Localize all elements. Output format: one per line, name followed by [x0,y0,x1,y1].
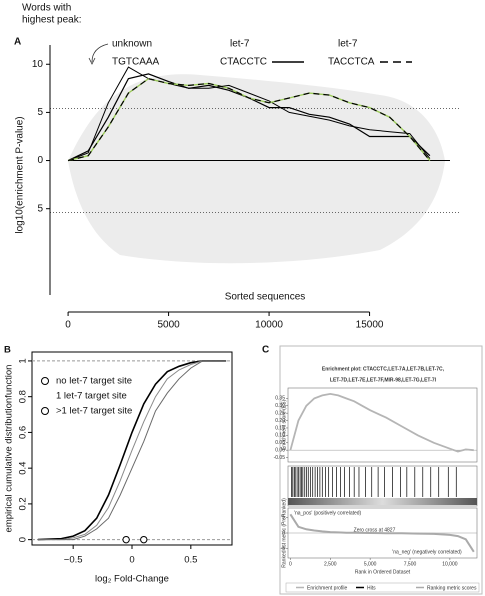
panel-label: A [14,37,21,48]
y-tick-label: 10 [32,59,44,70]
legend-arrowhead [88,57,96,65]
x-tick-label: −0.5 [64,555,83,566]
chart-title: LET-7D,LET-7E,LET-7F,MIR-98,LET-7G,LET-7… [330,377,437,383]
y-tick-label: -0.05 [274,455,286,461]
y-axis-label: empirical cumulative distributionfunctio… [4,365,15,533]
legend-group: let-7 [230,39,250,50]
rank-bar [288,498,477,505]
annotation: Zero cross at 4827 [354,527,396,533]
y-tick-label: 0.10 [275,433,285,439]
legend-marker [41,407,49,415]
panel-frame [279,345,483,595]
y-tick-label: 0.20 [275,418,285,424]
y-tick-label: 0 [37,155,43,166]
x-tick-label: 0 [289,561,292,567]
panel-c: Enrichment plot: CTACCTC,LET-7A,LET-7B,L… [274,345,483,595]
legend-frame [285,582,480,593]
annotation: 'na_neg' (negatively correlated) [392,549,462,555]
legend-label: TACCTCA [328,57,375,68]
es-axis-label: Enrichment score (ES) [281,400,287,451]
legend-title: Words with [22,3,71,14]
y-tick-label: 5 [37,107,43,118]
x-tick-label: 0.5 [184,555,197,566]
x-tick-label: 10000 [255,320,283,331]
series-line [37,360,227,541]
legend-arrow [91,43,109,63]
x-tick-label: 0 [65,320,71,331]
legend-label: >1 let-7 target site [56,406,132,417]
x-tick-label: 10,000 [442,561,458,567]
series-line [37,360,227,541]
series-line [67,66,431,162]
legend-group: unknown [112,39,152,50]
legend-title: highest peak: [22,15,82,26]
y-tick-label: 0.30 [275,403,285,409]
chart-title: Enrichment plot: CTACCTC,LET-7A,LET-7B,L… [322,366,445,372]
x-tick-label: 2,500 [324,561,337,567]
legend-label: TGTCAAA [112,57,160,68]
y-tick-label: 0 [18,537,29,542]
x-axis-label: Rank in Ordered Dataset [355,569,411,575]
x-axis-label: Sorted sequences [225,292,306,303]
legend-label: Enrichment profile [307,585,348,591]
x-tick-label: 7,500 [404,561,417,567]
legend-marker [41,377,49,385]
x-tick-label: 5,000 [364,561,377,567]
panel-label: B [4,345,11,356]
subplot-frame [287,465,478,507]
panel-b: B 0 0.2 0.4 0.6 0.8 1 −0.5 0 0.5 log₂ Fold-Change e… [4,345,233,585]
legend-label: Hits [367,585,376,591]
annotation: 'na_pos' (positively correlated) [294,510,362,516]
metric-axis-label: Ranked list metric (PreRanked) [281,498,287,568]
y-tick-label: -5 [281,546,286,552]
series-line [37,360,227,541]
panel-label: C [262,345,269,356]
y-tick-label: 0.15 [275,425,285,431]
y-tick-label: 1 [18,358,29,363]
median-marker [140,535,148,544]
y-tick-label: 0.8 [18,390,29,403]
ranking-metric [289,513,475,553]
y-tick-label: 5 [37,203,43,214]
y-tick-label: 5 [282,515,285,521]
legend-group: let-7 [338,39,358,50]
y-tick-label: 0.6 [18,426,29,439]
y-tick-label: 0.25 [275,410,285,416]
x-tick-label: 5000 [157,320,180,331]
y-tick-label: 0.35 [275,396,285,402]
series-line [67,78,431,162]
legend-label: Ranking metric scores [427,585,477,591]
background-noise [68,74,445,264]
y-tick-label: 0.00 [275,447,285,453]
legend-label: CTACCTC [220,57,267,68]
x-axis-label: log₂ Fold-Change [95,574,169,585]
x-tick-label: 15000 [356,320,384,331]
y-tick-label: 0.2 [18,497,29,510]
legend-label: no let-7 target site [56,376,132,387]
subplot-frame [287,387,478,463]
legend-label: 1 let-7 target site [56,391,127,402]
x-tick-label: 0 [129,555,134,566]
y-tick-label: 0 [282,530,285,536]
y-tick-label: 0.4 [18,462,29,475]
median-marker [122,535,130,544]
y-tick-label: 0.05 [275,440,285,446]
y-axis-label: log10(enrichment P-value) [15,116,26,233]
enrichment-profile [289,392,474,453]
